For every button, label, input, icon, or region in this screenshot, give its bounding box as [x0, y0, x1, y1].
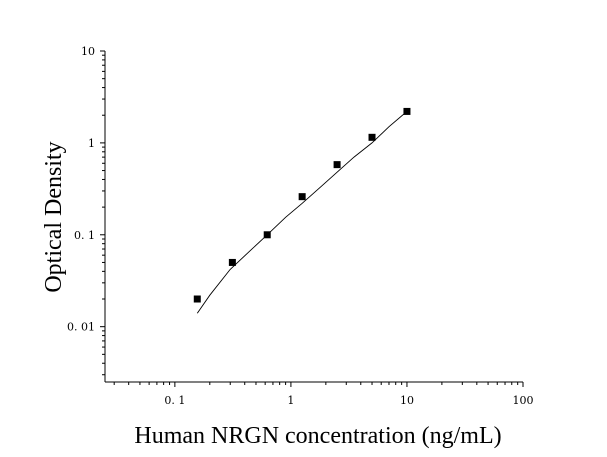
y-tick-label: 0. 01 [67, 321, 95, 334]
x-tick-label: 100 [513, 394, 534, 407]
data-point [403, 107, 411, 115]
data-point [333, 161, 341, 169]
x-axis-title: Human NRGN concentration (ng/mL) [134, 423, 501, 449]
data-point [228, 258, 236, 266]
data-point [298, 193, 306, 201]
data-point [193, 295, 201, 303]
data-point [263, 231, 271, 239]
axes: 0. 01 0. 1 1 10 0. 1 1 10 100 [67, 45, 534, 407]
fitted-curve-line [196, 111, 408, 314]
y-tick-label: 10 [81, 45, 95, 58]
data-point [368, 133, 376, 141]
fitted-curve [196, 111, 408, 314]
y-axis-title: Optical Density [41, 141, 67, 292]
x-tick-label: 10 [400, 394, 414, 407]
x-tick-label: 0. 1 [164, 394, 185, 407]
x-tick-label: 1 [287, 394, 294, 407]
data-points [193, 107, 411, 303]
y-tick-label: 1 [88, 137, 95, 150]
y-tick-label: 0. 1 [74, 229, 95, 242]
